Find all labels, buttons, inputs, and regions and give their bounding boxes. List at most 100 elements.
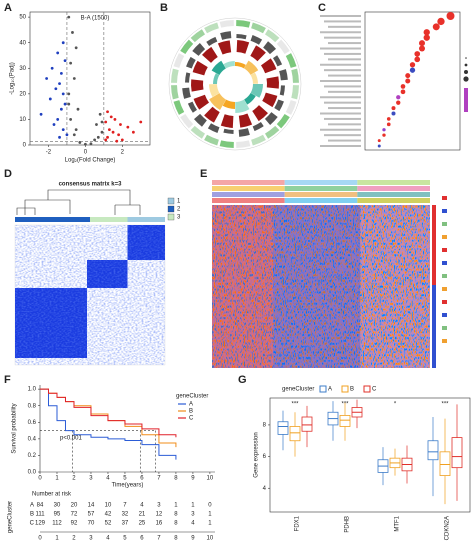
point	[106, 135, 109, 139]
y-tick-label: 0	[23, 143, 27, 149]
panel-label: F	[4, 374, 11, 386]
point	[72, 77, 76, 80]
legend-swatch	[442, 326, 447, 330]
p-value: p<0.001	[60, 436, 83, 442]
dot	[396, 100, 401, 105]
plot-frame	[269, 397, 471, 513]
risk-value: 7	[123, 503, 127, 509]
circos-segment	[220, 31, 232, 40]
circos-segment	[260, 58, 277, 74]
circos-segment	[276, 39, 290, 55]
term-label	[320, 112, 361, 115]
annotation-bar	[284, 198, 358, 203]
box	[289, 426, 301, 442]
x-tick-label: 9	[191, 536, 195, 542]
circos-segment	[262, 92, 278, 108]
x-tick-label: 8	[174, 476, 178, 482]
risk-value: 1	[191, 503, 195, 509]
x-axis-label: Time(years)	[112, 483, 144, 489]
circos-segment	[285, 100, 297, 115]
point	[113, 118, 117, 121]
point	[59, 71, 63, 75]
legend-label: B	[189, 409, 193, 415]
circos-segment	[250, 84, 263, 98]
box	[427, 440, 439, 461]
term-label	[320, 15, 361, 17]
circos-segment	[251, 22, 266, 34]
risk-value: 70	[88, 521, 95, 527]
risk-value: 32	[122, 512, 129, 518]
term-label	[324, 85, 361, 88]
dendrogram	[16, 207, 36, 215]
y-axis-label: Survival probability	[12, 403, 18, 453]
circos-segment	[238, 113, 253, 128]
legend-key	[319, 385, 327, 393]
circos-segment	[180, 113, 194, 129]
circos-segment	[266, 76, 279, 89]
circos-segment	[252, 105, 268, 122]
circos-segment	[244, 60, 259, 75]
circos-segment	[182, 87, 191, 99]
point	[139, 120, 143, 124]
point	[54, 87, 58, 91]
circos-segment	[191, 79, 204, 92]
point	[100, 120, 104, 124]
circos-segment	[192, 60, 208, 76]
circos-segment	[171, 68, 179, 83]
term-label	[328, 123, 361, 126]
term-label	[328, 74, 361, 77]
annotation-bar	[212, 198, 285, 203]
term-label	[320, 47, 361, 50]
x-tick-label: CDKN2A	[445, 516, 451, 540]
risk-value: 0	[208, 503, 212, 509]
risk-value: 12	[156, 512, 163, 518]
point	[117, 133, 121, 137]
point	[74, 128, 78, 132]
point	[96, 135, 100, 139]
side-bar	[432, 285, 436, 368]
point	[120, 138, 124, 142]
circos-segment	[219, 20, 234, 28]
term-label	[328, 90, 361, 93]
circos-segment	[220, 114, 234, 128]
circos-segment	[219, 140, 234, 148]
legend-swatch	[167, 197, 175, 205]
dendrogram	[24, 199, 71, 215]
term-label	[320, 80, 361, 82]
circos-segment	[264, 125, 280, 139]
x-tick-label: 4	[106, 536, 110, 542]
dot	[382, 133, 386, 137]
circos-segment	[235, 62, 246, 69]
term-label	[320, 63, 361, 66]
legend-label: C	[372, 387, 377, 393]
annotation-bar	[212, 186, 285, 191]
circos-segment	[223, 128, 234, 134]
risk-value: 129	[35, 521, 46, 527]
circos-segment	[236, 34, 247, 40]
x-axis-label: Log₂(Fold Change)	[65, 158, 116, 164]
dot	[400, 84, 406, 89]
x-tick-label: 6	[140, 536, 144, 542]
dendrogram	[47, 189, 131, 205]
circos-segment	[273, 55, 283, 67]
chart-title: B-A (1500)	[81, 16, 110, 22]
risk-row-label: B	[30, 512, 34, 518]
circos-segment	[263, 41, 277, 55]
annotation-bar	[357, 192, 430, 197]
x-tick-label: FDX1	[295, 515, 301, 531]
dot	[405, 73, 411, 79]
point	[59, 107, 63, 111]
dot	[414, 56, 421, 63]
y-tick-label: 10	[19, 117, 26, 123]
circos-ring	[168, 17, 302, 151]
circos-segment	[279, 85, 285, 96]
circos-segment	[279, 69, 288, 81]
circos-segment	[252, 122, 264, 132]
circos-segment	[217, 40, 232, 55]
point	[100, 130, 104, 134]
panel-label: D	[4, 168, 12, 180]
legend-swatch	[442, 248, 447, 252]
plot-frame	[364, 11, 461, 151]
x-tick-label: 10	[207, 476, 214, 482]
point	[58, 82, 61, 86]
